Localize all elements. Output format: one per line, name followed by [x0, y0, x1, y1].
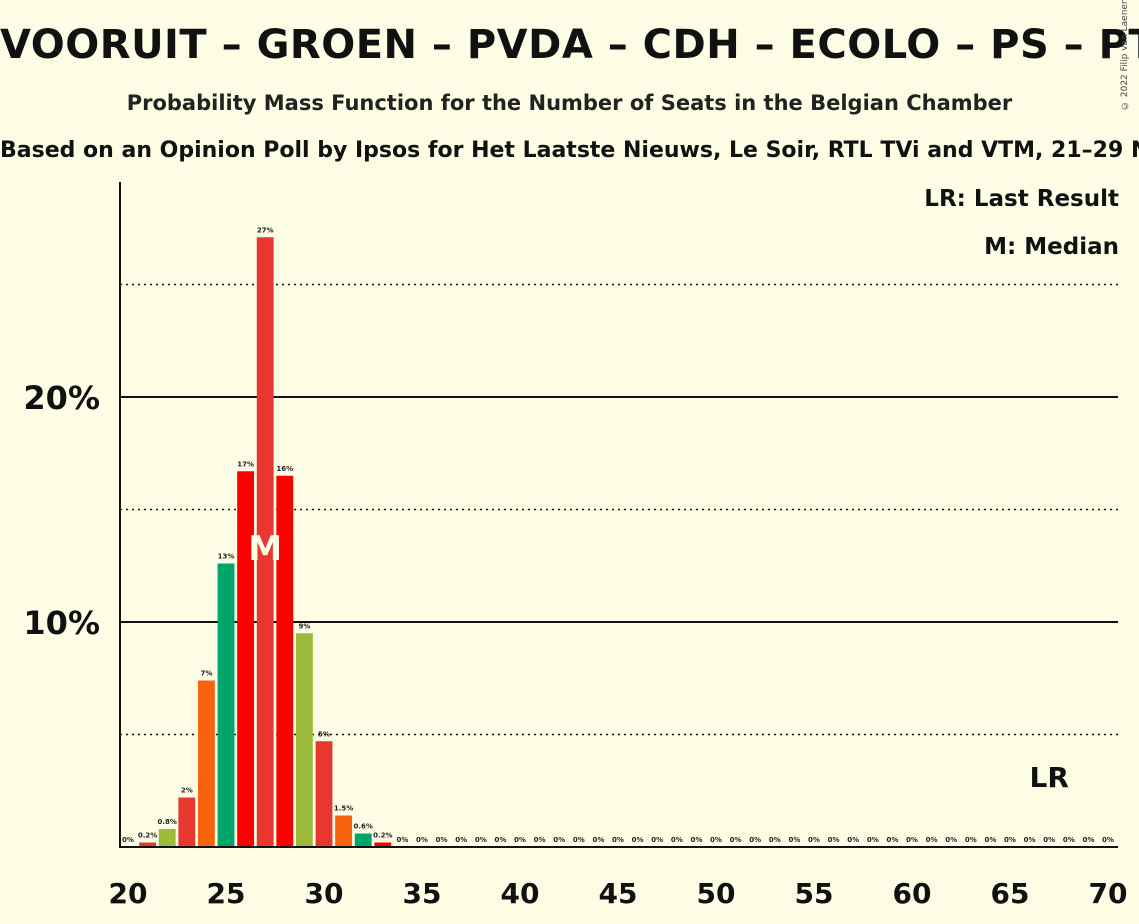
bar-label-69: 0%	[1082, 836, 1094, 844]
axes	[119, 182, 1118, 848]
bar-label-20: 0%	[122, 836, 134, 844]
bar-27	[256, 237, 274, 847]
bar-label-34: 0%	[396, 836, 408, 844]
legend-median: M: Median	[984, 234, 1119, 260]
x-tick-labels: 20 25 30 35 40 45 50 55 60 65 70	[109, 877, 1128, 910]
y-tick-label-10: 10%	[23, 604, 100, 642]
bar-23	[178, 797, 196, 847]
bar-22	[158, 829, 176, 847]
bar-30	[315, 741, 333, 847]
bar-label-41: 0%	[534, 836, 546, 844]
legend-last-result: LR: Last Result	[924, 186, 1119, 212]
x-tick-label-35: 35	[403, 877, 442, 910]
bar-label-43: 0%	[573, 836, 585, 844]
bar-label-46: 0%	[632, 836, 644, 844]
bar-label-45: 0%	[612, 836, 624, 844]
bar-label-42: 0%	[553, 836, 565, 844]
bar-31	[335, 815, 353, 847]
last-result-marker: LR	[1029, 761, 1068, 794]
bar-label-65: 0%	[1004, 836, 1016, 844]
bar-label-70: 0%	[1102, 836, 1114, 844]
bar-label-47: 0%	[651, 836, 663, 844]
bar-label-31: 1.5%	[334, 805, 353, 813]
bar-label-28: 16%	[276, 465, 293, 473]
bar-label-64: 0%	[984, 836, 996, 844]
bar-label-58: 0%	[867, 836, 879, 844]
y-tick-labels: 10% 20%	[23, 379, 100, 642]
bar-label-40: 0%	[514, 836, 526, 844]
bar-label-23: 2%	[181, 787, 193, 795]
bar-label-36: 0%	[436, 836, 448, 844]
bar-label-33: 0.2%	[373, 832, 392, 840]
bar-label-39: 0%	[494, 836, 506, 844]
bar-label-44: 0%	[592, 836, 604, 844]
bar-label-32: 0.6%	[353, 823, 372, 831]
x-tick-label-50: 50	[697, 877, 736, 910]
bar-label-51: 0%	[730, 836, 742, 844]
bar-label-55: 0%	[808, 836, 820, 844]
bar-label-50: 0%	[710, 836, 722, 844]
bar-label-27: 27%	[257, 226, 274, 234]
bar-label-52: 0%	[749, 836, 761, 844]
bar-label-30: 5%	[318, 730, 330, 738]
bar-33	[374, 842, 392, 847]
x-tick-label-60: 60	[893, 877, 932, 910]
bar-26	[237, 471, 255, 847]
y-tick-label-20: 20%	[23, 379, 100, 417]
bar-label-53: 0%	[769, 836, 781, 844]
bar-label-26: 17%	[237, 460, 254, 468]
bar-label-60: 0%	[906, 836, 918, 844]
bar-25	[217, 563, 235, 847]
bar-label-67: 0%	[1043, 836, 1055, 844]
bars	[139, 237, 392, 847]
bar-label-48: 0%	[671, 836, 683, 844]
bar-label-49: 0%	[690, 836, 702, 844]
chart-subtitle: Probability Mass Function for the Number…	[126, 91, 1013, 115]
bar-29	[295, 633, 313, 847]
bar-label-61: 0%	[926, 836, 938, 844]
chart-title: VOORUIT – GROEN – PVDA – CDH – ECOLO – P…	[0, 22, 1139, 68]
x-tick-label-55: 55	[795, 877, 834, 910]
bar-21	[139, 842, 157, 847]
median-marker: M	[248, 529, 282, 569]
x-tick-label-20: 20	[109, 877, 148, 910]
bar-label-38: 0%	[475, 836, 487, 844]
bar-28	[276, 475, 294, 847]
bar-label-68: 0%	[1063, 836, 1075, 844]
bar-label-54: 0%	[788, 836, 800, 844]
bar-32	[354, 833, 372, 847]
x-tick-label-65: 65	[991, 877, 1030, 910]
bar-label-37: 0%	[455, 836, 467, 844]
bar-label-57: 0%	[847, 836, 859, 844]
bar-label-56: 0%	[828, 836, 840, 844]
bar-label-25: 13%	[218, 553, 235, 561]
bar-label-59: 0%	[886, 836, 898, 844]
bar-labels: 0%0.2%0.8%2%7%13%17%27%16%9%5%1.5%0.6%0.…	[122, 226, 1114, 844]
x-tick-label-30: 30	[305, 877, 344, 910]
bar-label-66: 0%	[1024, 836, 1036, 844]
bar-label-22: 0.8%	[157, 818, 176, 826]
bar-label-35: 0%	[416, 836, 428, 844]
bar-label-24: 7%	[200, 670, 212, 678]
bar-label-21: 0.2%	[138, 832, 157, 840]
x-tick-label-40: 40	[501, 877, 540, 910]
markers: M LR	[248, 529, 1069, 794]
bar-24	[197, 680, 215, 847]
bar-label-62: 0%	[945, 836, 957, 844]
x-tick-label-25: 25	[207, 877, 246, 910]
x-tick-label-45: 45	[599, 877, 638, 910]
x-tick-label-70: 70	[1089, 877, 1128, 910]
bar-label-63: 0%	[965, 836, 977, 844]
bar-label-29: 9%	[298, 622, 310, 630]
chart-source: Based on an Opinion Poll by Ipsos for He…	[0, 138, 1139, 163]
